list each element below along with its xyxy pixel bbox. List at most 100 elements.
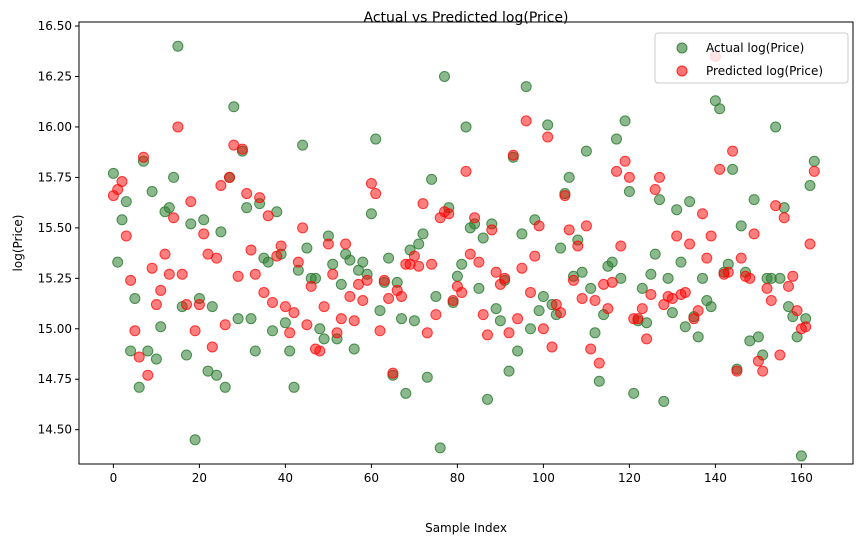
point-actual [228, 101, 240, 113]
point-predicted [241, 188, 253, 200]
x-tick-label: 100 [532, 471, 555, 485]
point-predicted [318, 301, 330, 313]
legend-marker-actual [676, 42, 688, 54]
point-predicted [645, 288, 657, 300]
point-predicted [537, 323, 549, 335]
point-predicted [146, 262, 158, 274]
point-actual [288, 381, 300, 393]
point-predicted [396, 290, 407, 302]
point-predicted [649, 184, 661, 196]
point-predicted [133, 351, 145, 363]
point-predicted [469, 212, 481, 224]
point-actual [383, 252, 395, 264]
point-predicted [236, 143, 248, 155]
point-actual [619, 115, 631, 127]
point-predicted [701, 252, 713, 264]
point-actual [112, 256, 124, 268]
point-predicted [555, 307, 567, 319]
point-actual [413, 238, 425, 250]
point-predicted [623, 171, 635, 183]
y-tick-label: 16.00 [38, 120, 72, 134]
point-actual [142, 345, 154, 357]
point-predicted [464, 248, 476, 260]
point-predicted [800, 321, 812, 333]
point-predicted [206, 341, 218, 353]
point-predicted [142, 369, 154, 381]
point-actual [417, 228, 429, 240]
point-predicted [783, 280, 794, 292]
point-predicted [697, 208, 708, 220]
point-actual [679, 321, 691, 333]
point-predicted [525, 286, 536, 298]
y-tick-label: 15.25 [38, 271, 72, 285]
point-actual [125, 345, 137, 357]
legend: Actual log(Price) Predicted log(Price) [654, 32, 849, 84]
point-predicted [791, 305, 803, 317]
point-actual [396, 313, 407, 325]
point-predicted [254, 192, 266, 204]
point-actual [666, 307, 678, 319]
point-predicted [125, 274, 137, 286]
point-predicted [383, 293, 395, 304]
legend-marker-predicted [676, 65, 688, 77]
point-actual [116, 214, 128, 226]
x-tick-label: 80 [450, 471, 465, 485]
point-predicted [460, 165, 472, 177]
point-predicted [520, 115, 532, 127]
point-actual [525, 323, 536, 335]
point-predicted [219, 319, 231, 331]
point-predicted [301, 319, 313, 331]
point-predicted [374, 325, 386, 337]
point-predicted [602, 303, 614, 315]
point-actual [580, 145, 592, 157]
point-predicted [705, 230, 717, 242]
point-actual [684, 196, 696, 208]
point-predicted [503, 327, 515, 339]
point-predicted [340, 238, 352, 250]
point-actual [335, 278, 347, 290]
point-predicted [499, 272, 511, 284]
point-actual [211, 369, 223, 381]
legend-label-predicted: Predicted log(Price) [706, 64, 823, 78]
point-actual [606, 256, 618, 268]
point-actual [774, 272, 786, 284]
point-actual [460, 121, 472, 133]
point-predicted [348, 315, 360, 327]
point-actual [168, 171, 180, 183]
point-actual [727, 163, 739, 175]
point-actual [555, 242, 567, 254]
point-predicted [546, 341, 558, 353]
point-actual [185, 218, 197, 230]
point-actual [241, 202, 253, 214]
point-actual [770, 121, 782, 133]
point-actual [520, 81, 532, 93]
point-predicted [482, 329, 493, 341]
point-predicted [684, 238, 696, 250]
point-predicted [224, 171, 235, 183]
point-predicted [761, 282, 773, 294]
point-predicted [735, 252, 747, 264]
point-actual [748, 194, 760, 206]
point-predicted [331, 327, 343, 339]
point-actual [705, 301, 717, 313]
point-actual [357, 256, 369, 268]
point-predicted [654, 171, 665, 183]
point-actual [662, 272, 674, 284]
point-actual [181, 349, 192, 361]
x-tick-label: 0 [110, 471, 118, 485]
point-actual [628, 387, 640, 399]
point-predicted [193, 299, 205, 311]
point-actual [206, 301, 218, 313]
point-predicted [641, 333, 653, 345]
point-actual [735, 220, 747, 232]
point-predicted [116, 175, 128, 187]
point-predicted [168, 212, 180, 224]
point-predicted [486, 224, 498, 236]
point-predicted [804, 238, 816, 250]
point-predicted [636, 303, 648, 315]
point-actual [585, 282, 597, 294]
point-actual [129, 293, 141, 304]
point-predicted [757, 365, 769, 377]
point-predicted [305, 280, 317, 292]
point-actual [692, 331, 704, 343]
